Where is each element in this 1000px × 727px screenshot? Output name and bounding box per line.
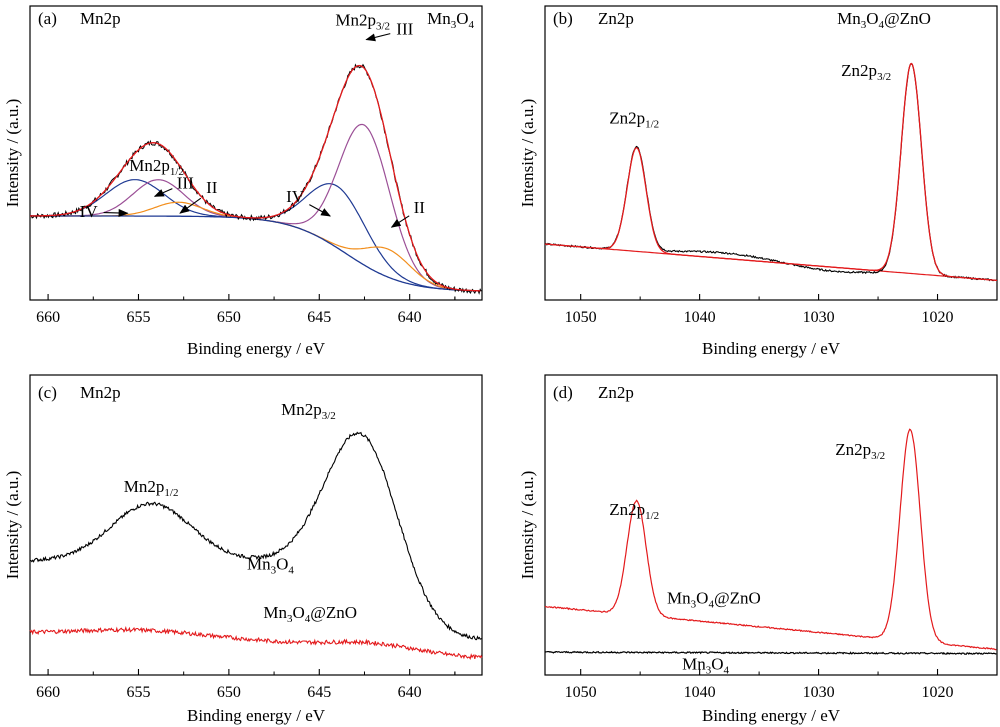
x-tick-label: 650 (217, 309, 241, 326)
component-label: III (396, 20, 413, 39)
peak-label-zn2p12: Zn2p1/2 (609, 500, 659, 522)
y-axis-label: Intensity / (a.u.) (518, 99, 537, 208)
x-tick-label: 660 (36, 684, 60, 701)
plot-frame (29, 5, 483, 301)
x-axis-label: Binding energy / eV (702, 706, 841, 725)
component-label: IV (80, 202, 99, 221)
component-curve-IV (29, 179, 481, 292)
panel-d: Mn3O4@ZnO Mn3O4 Zn2p1/2 Zn2p3/2 1050 1040 103… (518, 374, 998, 725)
x-tick-label: 660 (36, 309, 60, 326)
x-tick-label: 1040 (684, 684, 716, 701)
sample-label: Mn3O4@ZnO (837, 9, 931, 31)
panel-label: (a) (38, 9, 57, 28)
curve-layer: Mn3O4 Mn3O4@ZnO Mn2p1/2 Mn2p3/2 (29, 400, 483, 660)
spectrum-mn3o4 (29, 431, 483, 641)
x-tick-label: 1040 (684, 309, 716, 326)
spectrum-mn3o4-zno (29, 626, 483, 660)
x-tick-label: 655 (126, 309, 150, 326)
component-arrow (309, 204, 332, 217)
component-label: II (414, 198, 426, 217)
peak-label-mn2p12: Mn2p1/2 (124, 477, 179, 499)
peak-label-mn2p12: Mn2p1/2 (129, 156, 184, 178)
x-tick-label: 1020 (922, 309, 954, 326)
raw-spectrum (544, 63, 998, 282)
component-arrow (390, 215, 410, 228)
x-tick-label: 640 (398, 309, 422, 326)
element-label: Zn2p (598, 383, 634, 402)
element-label: Mn2p (80, 383, 121, 402)
element-label: Zn2p (598, 9, 634, 28)
y-axis-label: Intensity / (a.u.) (3, 471, 22, 580)
x-axis-label: Binding energy / eV (702, 339, 841, 358)
panel-c: Mn3O4 Mn3O4@ZnO Mn2p1/2 Mn2p3/2 660 655 650 64… (3, 374, 483, 725)
component-label: IV (286, 187, 305, 206)
tick-layer: 660 655 650 645 640 (36, 669, 456, 701)
component-label: II (206, 178, 218, 197)
plot-frame (29, 374, 483, 676)
panel-label: (d) (553, 383, 573, 402)
panel-label: (b) (553, 9, 573, 28)
x-tick-label: 640 (398, 684, 422, 701)
component-arrow (179, 197, 202, 214)
x-tick-label: 650 (217, 684, 241, 701)
x-tick-label: 1050 (565, 309, 597, 326)
peak-label-mn2p32: Mn2p3/2 (281, 400, 336, 422)
x-tick-label: 1020 (922, 684, 954, 701)
y-axis-label: Intensity / (a.u.) (3, 99, 22, 208)
component-arrow (103, 208, 129, 217)
peak-label-zn2p32: Zn2p3/2 (841, 61, 891, 83)
x-axis-label: Binding energy / eV (187, 706, 326, 725)
x-tick-label: 655 (126, 684, 150, 701)
background-curve (30, 215, 481, 292)
tick-layer: 1050 1040 1030 1020 (565, 669, 954, 701)
x-tick-label: 1050 (565, 684, 597, 701)
plot-frame (544, 374, 998, 676)
y-axis-label: Intensity / (a.u.) (518, 471, 537, 580)
element-label: Mn2p (80, 9, 121, 28)
panel-b: Zn2p1/2 Zn2p3/2 Mn3O4@ZnO 1050 1040 1030 1020… (518, 5, 998, 358)
sample-label: Mn3O4 (427, 9, 474, 31)
tick-layer: 1050 1040 1030 1020 (565, 294, 954, 326)
component-arrow (365, 33, 391, 42)
series-label-mn3o4-zno: Mn3O4@ZnO (667, 589, 761, 611)
x-tick-label: 645 (307, 684, 331, 701)
x-tick-label: 645 (307, 309, 331, 326)
panel-label: (c) (38, 383, 57, 402)
component-label: III (177, 173, 194, 192)
peak-label-zn2p32: Zn2p3/2 (835, 440, 885, 462)
component-arrow (153, 188, 173, 197)
series-label-mn3o4: Mn3O4 (247, 554, 294, 576)
curve-layer: Mn3O4@ZnO Mn3O4 Zn2p1/2 Zn2p3/2 (544, 428, 997, 676)
raw-spectrum (29, 63, 482, 295)
x-axis-label: Binding energy / eV (187, 339, 326, 358)
x-tick-label: 1030 (803, 684, 835, 701)
peak-label-mn2p32: Mn2p3/2 (335, 11, 390, 33)
series-label-mn3o4-zno: Mn3O4@ZnO (263, 603, 357, 625)
spectrum-mn3o4 (544, 650, 997, 656)
tick-layer: 660 655 650 645 640 (36, 294, 456, 326)
plot-frame (544, 5, 998, 301)
curve-layer: Zn2p1/2 Zn2p3/2 Mn3O4@ZnO (544, 9, 998, 282)
fit-curve (545, 62, 997, 282)
spectrum-mn3o4-zno (544, 428, 997, 651)
envelope-fit (29, 64, 481, 292)
series-label-mn3o4: Mn3O4 (682, 654, 729, 676)
x-tick-label: 1030 (803, 309, 835, 326)
peak-label-zn2p12: Zn2p1/2 (609, 109, 659, 131)
